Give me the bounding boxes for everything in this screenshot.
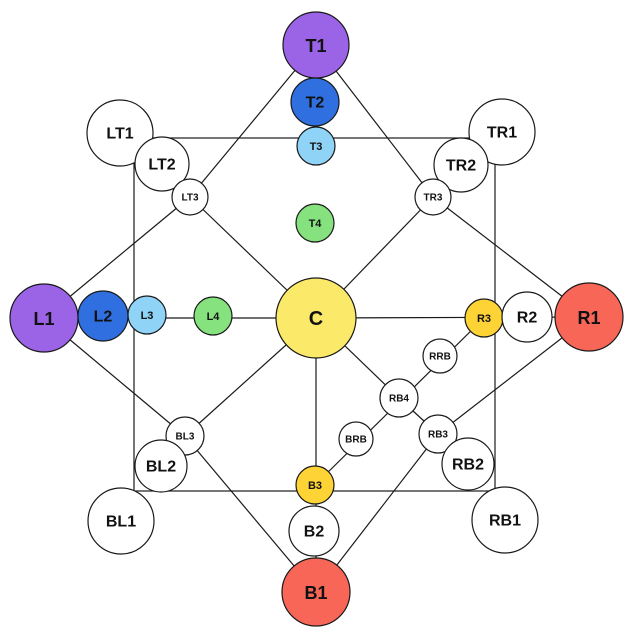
- node-label-l3: L3: [141, 310, 154, 322]
- node-r3: R3: [464, 298, 504, 338]
- node-b1: B1: [281, 557, 351, 627]
- node-circle-l3: [127, 295, 167, 335]
- node-l4: L4: [193, 296, 233, 336]
- node-circle-rb3: [418, 414, 458, 454]
- node-circle-t4: [295, 203, 335, 243]
- node-tr1: TR1: [468, 98, 536, 166]
- node-l3: L3: [127, 295, 167, 335]
- node-label-t3: T3: [310, 141, 323, 153]
- node-label-bl1: BL1: [106, 514, 136, 531]
- node-circle-rb4: [379, 378, 419, 418]
- node-lt1: LT1: [86, 99, 154, 167]
- node-circle-lt1: [86, 99, 154, 167]
- node-rb2: RB2: [441, 437, 495, 491]
- node-rb4: RB4: [379, 378, 419, 418]
- node-label-l1: L1: [33, 309, 54, 329]
- node-r2: R2: [501, 291, 553, 343]
- node-circle-r2: [501, 291, 553, 343]
- node-r1: R1: [554, 282, 624, 352]
- node-circle-tr2: [433, 137, 489, 193]
- node-lt3: LT3: [171, 178, 209, 216]
- node-circle-r1: [554, 282, 624, 352]
- node-label-lt2: LT2: [148, 157, 175, 174]
- node-circle-t3: [296, 126, 336, 166]
- node-circle-rb2: [441, 437, 495, 491]
- node-label-lt3: LT3: [181, 193, 198, 204]
- node-rrb: RRB: [422, 338, 458, 374]
- node-label-b1: B1: [304, 583, 327, 603]
- node-tr2: TR2: [433, 137, 489, 193]
- node-circle-lt3: [171, 178, 209, 216]
- node-label-bl3: BL3: [176, 432, 195, 443]
- node-label-r3: R3: [477, 313, 491, 325]
- node-label-t4: T4: [309, 218, 323, 230]
- node-t4: T4: [295, 203, 335, 243]
- node-label-r1: R1: [577, 308, 600, 328]
- node-bl1: BL1: [87, 487, 155, 555]
- node-circle-b3: [295, 465, 335, 505]
- node-label-tr2: TR2: [446, 158, 476, 175]
- node-label-rb1: RB1: [489, 513, 521, 530]
- node-rb3: RB3: [418, 414, 458, 454]
- node-b2: B2: [288, 505, 340, 557]
- nodes-layer: T1 T2 T3 T4 LT1 LT2 LT3 TR1 TR2 TR3 L1 L2 L3 L4 C R3 R2 R…: [9, 11, 624, 627]
- node-lt2: LT2: [134, 136, 190, 192]
- node-circle-c: [275, 277, 357, 359]
- node-t2: T2: [290, 77, 340, 127]
- node-circle-lt2: [134, 136, 190, 192]
- node-label-brb: BRB: [345, 435, 367, 446]
- node-circle-l4: [193, 296, 233, 336]
- node-label-b2: B2: [304, 524, 325, 541]
- node-brb: BRB: [338, 421, 374, 457]
- node-bl2: BL2: [134, 439, 188, 493]
- node-l2: L2: [77, 290, 129, 342]
- node-label-rrb: RRB: [429, 352, 451, 363]
- node-circle-brb: [338, 421, 374, 457]
- node-label-t1: T1: [305, 36, 326, 56]
- node-label-tr3: TR3: [424, 193, 443, 204]
- node-label-c: C: [309, 308, 323, 330]
- node-label-bl2: BL2: [146, 459, 176, 476]
- node-circle-tr1: [468, 98, 536, 166]
- node-circle-bl2: [134, 439, 188, 493]
- node-circle-bl1: [87, 487, 155, 555]
- node-label-l4: L4: [207, 311, 221, 323]
- node-rb1: RB1: [471, 486, 539, 554]
- node-label-b3: B3: [308, 480, 322, 492]
- node-t1: T1: [282, 11, 350, 79]
- node-circle-b2: [288, 505, 340, 557]
- node-c: C: [275, 277, 357, 359]
- node-label-t2: T2: [306, 95, 325, 112]
- node-label-r2: R2: [517, 310, 538, 327]
- node-circle-t2: [290, 77, 340, 127]
- node-label-rb3: RB3: [428, 430, 448, 441]
- node-t3: T3: [296, 126, 336, 166]
- node-circle-rrb: [422, 338, 458, 374]
- node-l1: L1: [9, 283, 79, 353]
- node-circle-rb1: [471, 486, 539, 554]
- node-label-l2: L2: [94, 309, 113, 326]
- node-label-lt1: LT1: [106, 126, 133, 143]
- node-circle-b1: [281, 557, 351, 627]
- node-b3: B3: [295, 465, 335, 505]
- node-label-rb4: RB4: [389, 394, 409, 405]
- node-tr3: TR3: [414, 178, 452, 216]
- node-label-rb2: RB2: [452, 457, 484, 474]
- node-label-tr1: TR1: [487, 125, 517, 142]
- node-circle-tr3: [414, 178, 452, 216]
